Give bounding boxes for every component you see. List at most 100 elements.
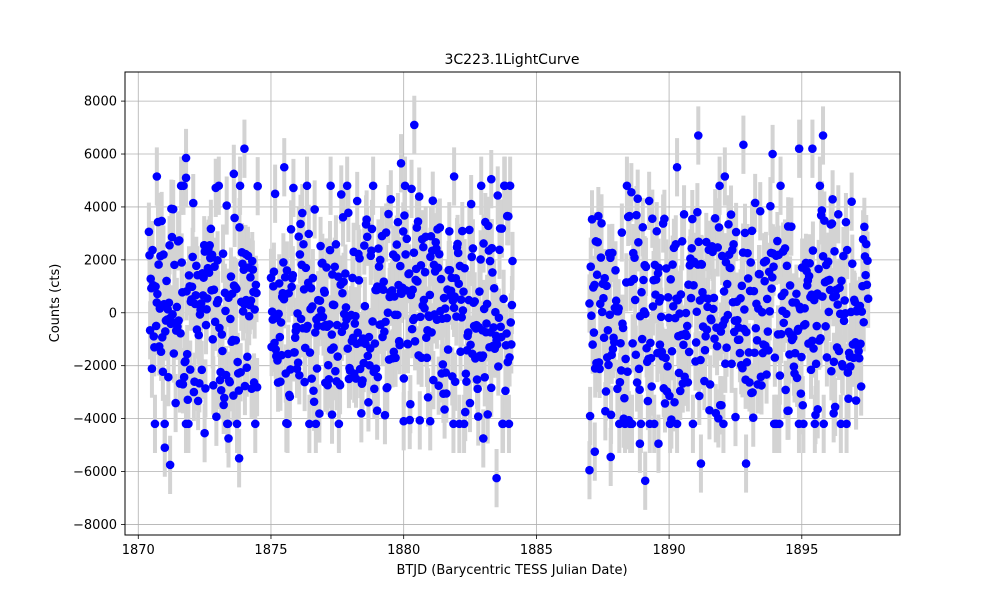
chart-title: 3C223.1LightCurve bbox=[444, 52, 579, 68]
data-point bbox=[637, 334, 647, 344]
data-point bbox=[816, 334, 825, 343]
data-point bbox=[810, 419, 820, 429]
data-point bbox=[419, 295, 429, 305]
data-point bbox=[621, 354, 630, 364]
data-point bbox=[615, 377, 625, 387]
data-point bbox=[837, 276, 846, 286]
data-point bbox=[781, 385, 790, 395]
data-point bbox=[445, 226, 454, 236]
data-point bbox=[436, 274, 446, 284]
data-point bbox=[209, 285, 219, 294]
data-point bbox=[827, 219, 837, 228]
data-point bbox=[221, 306, 230, 316]
data-point bbox=[371, 364, 381, 373]
data-point bbox=[482, 299, 492, 309]
data-point bbox=[383, 383, 392, 392]
data-point bbox=[694, 237, 703, 247]
data-point bbox=[712, 341, 722, 351]
data-point bbox=[715, 181, 724, 191]
data-point bbox=[359, 241, 369, 250]
data-point bbox=[370, 339, 380, 348]
data-point bbox=[403, 339, 413, 349]
data-point bbox=[251, 280, 261, 290]
y-axis-label: Counts (cts) bbox=[48, 264, 63, 343]
data-point bbox=[449, 419, 458, 429]
data-point bbox=[609, 337, 619, 347]
data-point bbox=[809, 344, 818, 353]
data-point bbox=[164, 298, 174, 308]
data-point bbox=[433, 263, 443, 273]
data-point bbox=[153, 289, 162, 299]
data-point bbox=[462, 377, 471, 386]
data-point bbox=[497, 224, 507, 233]
data-point bbox=[749, 286, 759, 296]
data-point bbox=[379, 277, 389, 286]
data-point bbox=[299, 239, 308, 249]
data-point bbox=[439, 293, 449, 303]
data-point bbox=[766, 201, 775, 211]
data-point bbox=[507, 340, 516, 349]
data-point bbox=[185, 365, 195, 374]
data-point bbox=[156, 347, 166, 357]
data-point bbox=[784, 406, 793, 415]
data-point bbox=[443, 345, 453, 354]
data-point bbox=[721, 359, 730, 369]
data-point bbox=[202, 294, 212, 303]
data-point bbox=[473, 384, 482, 394]
data-point bbox=[476, 181, 486, 191]
data-point bbox=[686, 293, 696, 303]
y-tick-label: 2000 bbox=[84, 253, 117, 268]
data-point bbox=[181, 356, 190, 366]
data-point bbox=[306, 283, 316, 293]
data-point bbox=[363, 351, 373, 361]
data-point bbox=[856, 339, 865, 349]
data-point bbox=[449, 303, 459, 313]
data-point bbox=[676, 290, 686, 299]
data-point bbox=[741, 459, 751, 468]
data-point bbox=[702, 325, 712, 334]
data-point bbox=[316, 241, 325, 251]
data-point bbox=[627, 419, 637, 429]
data-point bbox=[246, 273, 255, 282]
data-point bbox=[637, 287, 646, 297]
data-point bbox=[286, 225, 296, 234]
data-point bbox=[200, 428, 209, 438]
data-point bbox=[219, 400, 228, 410]
data-point bbox=[329, 300, 339, 310]
data-point bbox=[396, 261, 405, 271]
data-point bbox=[333, 352, 343, 361]
data-point bbox=[643, 396, 653, 406]
data-point bbox=[847, 259, 857, 268]
data-point bbox=[152, 172, 162, 181]
data-point bbox=[862, 280, 872, 290]
data-point bbox=[305, 348, 315, 357]
data-point bbox=[757, 381, 766, 390]
data-point bbox=[767, 284, 776, 293]
data-point bbox=[331, 366, 340, 376]
data-point bbox=[856, 382, 866, 391]
data-point bbox=[641, 309, 650, 319]
data-point bbox=[351, 311, 360, 321]
data-point bbox=[381, 228, 391, 237]
data-point bbox=[171, 398, 180, 408]
data-point bbox=[844, 394, 853, 403]
data-point bbox=[230, 213, 239, 223]
data-point bbox=[632, 378, 642, 387]
data-point bbox=[679, 210, 689, 219]
data-point bbox=[776, 181, 785, 191]
data-point bbox=[611, 296, 621, 306]
data-point bbox=[416, 261, 426, 270]
x-axis-label: BTJD (Barycentric TESS Julian Date) bbox=[396, 563, 627, 578]
data-point bbox=[681, 308, 691, 318]
data-point bbox=[423, 393, 433, 402]
data-point bbox=[735, 348, 745, 358]
data-point bbox=[283, 419, 292, 429]
data-point bbox=[635, 439, 645, 449]
data-point bbox=[798, 400, 808, 410]
data-point bbox=[399, 416, 408, 426]
data-point bbox=[708, 304, 718, 314]
data-point bbox=[623, 367, 632, 377]
data-point bbox=[743, 248, 752, 258]
data-point bbox=[689, 280, 698, 290]
